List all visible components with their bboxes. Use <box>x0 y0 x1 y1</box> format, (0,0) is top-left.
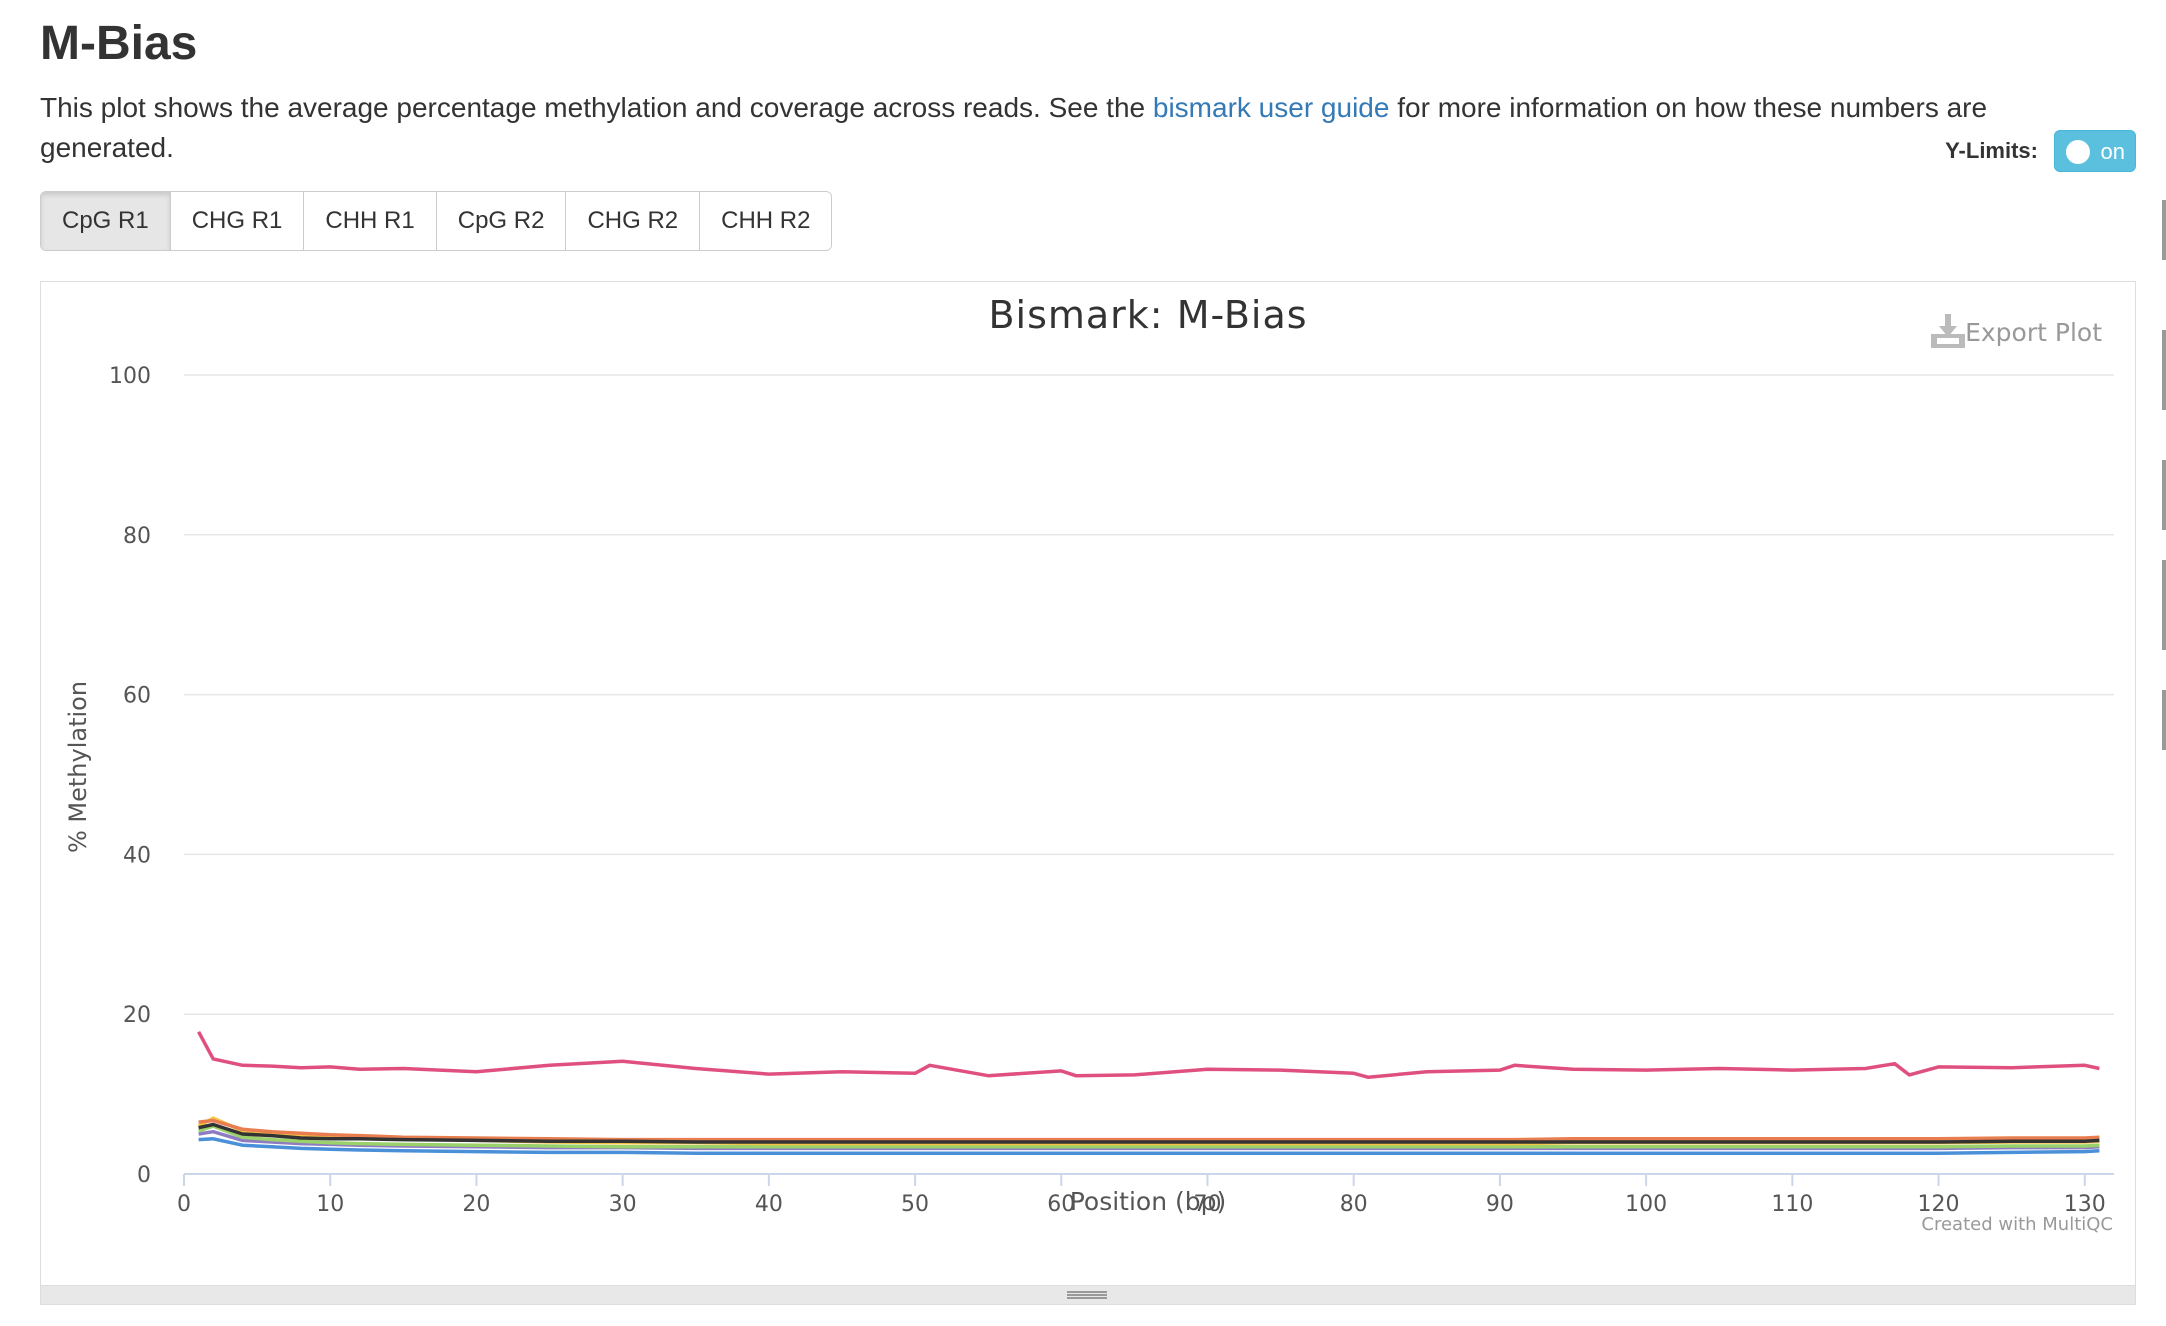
scroll-marker <box>2162 200 2166 260</box>
plot-resize-handle[interactable] <box>40 1285 2136 1305</box>
series-line[interactable] <box>198 1122 2100 1144</box>
y-tick-label: 20 <box>123 1003 151 1028</box>
toggle-text: on <box>2100 139 2125 164</box>
series-line[interactable] <box>197 1030 2100 1080</box>
y-tick-label: 100 <box>109 364 151 389</box>
y-limits-label: Y-Limits: <box>1945 138 2038 163</box>
grip-icon <box>1067 1291 1107 1299</box>
x-tick-label: 0 <box>177 1192 191 1217</box>
bismark-user-guide-link[interactable]: bismark user guide <box>1152 92 1390 123</box>
chart-title: Bismark: M-Bias <box>988 293 1307 337</box>
x-tick-label: 70 <box>1193 1192 1221 1217</box>
tab-chh-r1[interactable]: CHH R1 <box>303 192 436 250</box>
y-tick-label: 0 <box>137 1163 151 1188</box>
page-title: M-Bias <box>40 17 198 70</box>
x-tick-label: 40 <box>755 1192 783 1217</box>
y-limits-toggle[interactable]: on <box>2054 130 2136 172</box>
x-tick-label: 110 <box>1771 1192 1813 1217</box>
credit-text: Created with MultiQC <box>1921 1214 2113 1235</box>
x-tick-label: 90 <box>1486 1192 1514 1217</box>
y-tick-label: 60 <box>123 684 151 709</box>
export-plot-button[interactable]: Export Plot <box>1931 314 2102 348</box>
scroll-marker <box>2162 690 2166 750</box>
description-text-end: for more information on how these number… <box>40 92 1988 163</box>
tab-chg-r1[interactable]: CHG R1 <box>169 192 304 250</box>
x-tick-label: 60 <box>1047 1192 1075 1217</box>
y-tick-label: 40 <box>123 843 151 868</box>
y-axis-label: % Methylation <box>64 681 92 853</box>
y-limits-control: Y-Limits: on <box>1945 130 2136 172</box>
description: This plot shows the average percentage m… <box>40 88 2040 168</box>
x-tick-label: 10 <box>316 1192 344 1217</box>
x-tick-label: 50 <box>901 1192 929 1217</box>
series-line[interactable] <box>198 1124 2100 1149</box>
x-tick-label: 100 <box>1625 1192 1667 1217</box>
tab-cpg-r2[interactable]: CpG R2 <box>435 192 566 250</box>
tab-chg-r2[interactable]: CHG R2 <box>565 192 700 250</box>
tab-chh-r2[interactable]: CHH R2 <box>699 192 832 250</box>
scroll-marker <box>2162 560 2166 650</box>
mbias-chart: 0 20 40 60 80 100 0 10 20 30 40 50 60 70 80 90 100 110 12… <box>64 293 2114 1235</box>
tab-cpg-r1[interactable]: CpG R1 <box>41 192 170 250</box>
toggle-knob <box>2066 140 2090 164</box>
scroll-marker <box>2162 460 2166 530</box>
description-text: This plot shows the average percentage m… <box>40 92 1153 123</box>
download-icon <box>1931 314 1965 348</box>
x-tick-label: 80 <box>1340 1192 1368 1217</box>
scroll-marker <box>2162 330 2166 410</box>
y-tick-label: 80 <box>123 524 151 549</box>
context-tabs: CpG R1 CHG R1 CHH R1 CpG R2 CHG R2 CHH R… <box>40 191 833 251</box>
x-tick-label: 130 <box>2064 1192 2106 1217</box>
x-tick-label: 30 <box>609 1192 637 1217</box>
x-tick-label: 120 <box>1918 1192 1960 1217</box>
series-line[interactable] <box>198 1137 2100 1155</box>
plot-container: 0 20 40 60 80 100 0 10 20 30 40 50 60 70 80 90 100 110 12… <box>40 281 2136 1286</box>
x-tick-label: 20 <box>462 1192 490 1217</box>
x-axis-label: Position (bp) <box>1070 1187 1227 1216</box>
export-plot-label: Export Plot <box>1965 318 2102 347</box>
series-line[interactable] <box>198 1118 2100 1142</box>
